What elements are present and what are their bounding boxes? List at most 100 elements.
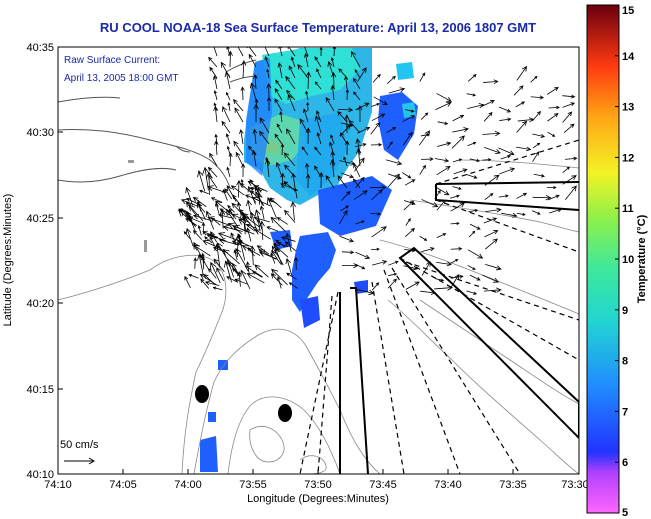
current-vector (355, 176, 365, 189)
current-vector (466, 290, 478, 295)
current-vector (515, 101, 526, 108)
current-vector (354, 69, 361, 79)
y-tick-label: 40:15 (26, 384, 54, 396)
current-vector (192, 230, 203, 240)
current-vector (240, 269, 251, 290)
current-vector (469, 223, 481, 230)
current-vector (485, 263, 502, 271)
current-vector (340, 190, 351, 201)
current-vector (275, 161, 283, 178)
current-vector (241, 245, 261, 256)
current-vector (467, 249, 484, 259)
current-vector (318, 171, 324, 189)
current-vector (305, 90, 309, 101)
current-vector (252, 271, 263, 278)
current-vector (339, 235, 355, 243)
current-vector (183, 231, 191, 239)
current-vector (243, 216, 258, 234)
current-vector (236, 202, 242, 216)
current-vector (564, 185, 577, 201)
current-vector (227, 50, 233, 68)
current-vector (226, 145, 231, 156)
current-vector (483, 217, 498, 224)
current-vector (434, 158, 450, 163)
current-vector (330, 56, 335, 68)
x-tick-label: 73:40 (434, 479, 462, 491)
colorbar-tick-label: 11 (622, 203, 634, 215)
current-vector (180, 198, 198, 207)
current-vector (562, 111, 573, 123)
x-tick-label: 73:45 (369, 479, 397, 491)
current-vector (387, 75, 396, 84)
current-vector (274, 98, 283, 112)
current-vector (236, 179, 242, 198)
current-vector (450, 194, 460, 199)
current-vector (252, 128, 258, 145)
current-vector (235, 151, 244, 167)
current-vector (276, 123, 283, 134)
current-vector (258, 251, 278, 260)
current-vector (434, 189, 441, 200)
current-vector (562, 175, 577, 185)
current-vector (469, 158, 480, 163)
current-vector (275, 239, 286, 248)
current-vector (216, 242, 229, 261)
current-vector (288, 65, 296, 79)
current-vector (253, 103, 259, 123)
current-vector (420, 290, 437, 295)
current-vector (387, 173, 400, 188)
current-vector (354, 157, 365, 172)
current-vector (213, 258, 225, 272)
current-vector (232, 267, 240, 277)
current-vector (339, 124, 351, 137)
coastline (58, 59, 259, 189)
current-vector (484, 230, 499, 238)
current-vector (251, 196, 271, 207)
buoy-marker (195, 385, 209, 403)
current-vector (203, 274, 216, 285)
current-vector (247, 185, 256, 205)
current-vector (287, 93, 296, 112)
current-vector (404, 179, 416, 186)
current-vector (259, 205, 265, 220)
current-vector (484, 147, 501, 155)
current-vector (401, 172, 412, 179)
current-vector (547, 131, 556, 137)
current-vector (259, 117, 270, 134)
current-vector (549, 208, 563, 214)
current-vector (435, 101, 452, 111)
current-vector (214, 200, 233, 216)
current-vector (468, 230, 476, 238)
current-vector (226, 258, 235, 278)
current-vector (467, 74, 477, 82)
current-vector (370, 142, 383, 147)
current-vector (254, 264, 269, 278)
x-axis-label: Longitude (Degrees:Minutes) (247, 493, 389, 505)
current-vector (371, 226, 387, 238)
current-vector (208, 56, 218, 68)
current-vector (256, 187, 262, 205)
current-vector (419, 72, 426, 82)
current-vector (353, 91, 361, 101)
current-vector (245, 199, 253, 220)
current-vector (184, 275, 191, 289)
current-vector (436, 199, 446, 211)
current-vector (371, 282, 380, 291)
current-vector (251, 149, 257, 167)
annotation-line-1: Raw Surface Current: (64, 55, 160, 66)
current-vector (355, 263, 366, 270)
current-vector (337, 175, 348, 189)
current-vector (234, 107, 244, 123)
current-vector (421, 247, 435, 253)
current-vector (434, 278, 445, 282)
current-vector (532, 133, 546, 138)
current-vector (451, 135, 465, 149)
colorbar-tick-label: 12 (622, 152, 634, 164)
current-vector (239, 129, 244, 145)
current-vector (225, 91, 231, 101)
current-vector (532, 151, 540, 162)
current-vector (357, 105, 363, 123)
current-vector (466, 174, 478, 179)
current-vector (371, 103, 380, 107)
scale-label: 50 cm/s (60, 439, 99, 451)
